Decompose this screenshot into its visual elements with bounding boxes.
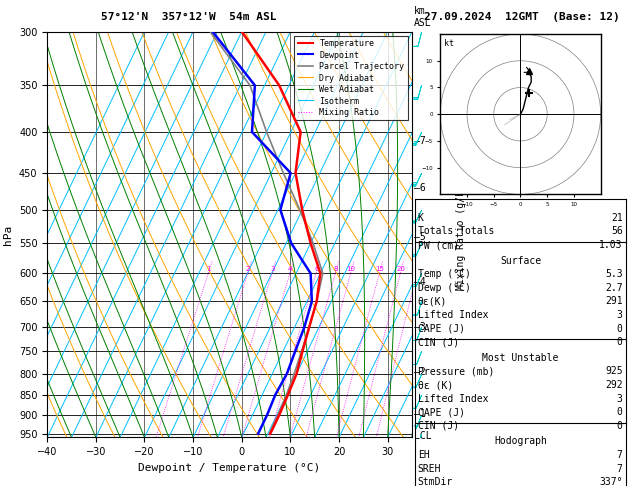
- Text: –2: –2: [414, 366, 426, 377]
- Text: –6: –6: [414, 183, 426, 193]
- Text: –1: –1: [414, 409, 426, 419]
- Text: Lifted Index: Lifted Index: [418, 310, 488, 320]
- Text: 5.3: 5.3: [605, 269, 623, 279]
- Text: 3: 3: [617, 310, 623, 320]
- Text: 21: 21: [611, 213, 623, 223]
- Text: –5: –5: [414, 232, 426, 242]
- Text: 15: 15: [376, 266, 384, 272]
- Text: km
ASL: km ASL: [414, 6, 431, 28]
- Legend: Temperature, Dewpoint, Parcel Trajectory, Dry Adiabat, Wet Adiabat, Isotherm, Mi: Temperature, Dewpoint, Parcel Trajectory…: [294, 36, 408, 121]
- X-axis label: Dewpoint / Temperature (°C): Dewpoint / Temperature (°C): [138, 463, 321, 473]
- Text: 1: 1: [206, 266, 211, 272]
- Text: 3: 3: [270, 266, 275, 272]
- Text: 27.09.2024  12GMT  (Base: 12): 27.09.2024 12GMT (Base: 12): [424, 12, 620, 22]
- Text: –3: –3: [414, 322, 426, 332]
- Text: Temp (°C): Temp (°C): [418, 269, 470, 279]
- Text: Totals Totals: Totals Totals: [418, 226, 494, 237]
- Text: 3: 3: [617, 394, 623, 404]
- Text: Dewp (°C): Dewp (°C): [418, 283, 470, 293]
- Text: 292: 292: [605, 380, 623, 390]
- Text: 57°12'N  357°12'W  54m ASL: 57°12'N 357°12'W 54m ASL: [101, 12, 277, 22]
- Text: 8: 8: [333, 266, 338, 272]
- Text: 0: 0: [617, 337, 623, 347]
- Text: 56: 56: [611, 226, 623, 237]
- Text: 0: 0: [617, 324, 623, 334]
- Text: PW (cm): PW (cm): [418, 240, 459, 250]
- Text: CAPE (J): CAPE (J): [418, 407, 465, 417]
- Text: Mixing Ratio (g/kg): Mixing Ratio (g/kg): [456, 179, 465, 290]
- Text: StmDir: StmDir: [418, 477, 453, 486]
- Text: 7: 7: [617, 464, 623, 474]
- Text: θε (K): θε (K): [418, 380, 453, 390]
- Text: 0: 0: [617, 407, 623, 417]
- Text: CIN (J): CIN (J): [418, 421, 459, 431]
- Text: 20: 20: [396, 266, 405, 272]
- Text: kt: kt: [443, 39, 454, 48]
- Text: θε(K): θε(K): [418, 296, 447, 307]
- Y-axis label: hPa: hPa: [3, 225, 13, 244]
- Text: 2: 2: [246, 266, 250, 272]
- Text: Surface: Surface: [500, 256, 541, 266]
- Text: –7: –7: [414, 136, 426, 146]
- Text: –4: –4: [414, 277, 426, 287]
- Text: Hodograph: Hodograph: [494, 436, 547, 447]
- Text: 7: 7: [617, 450, 623, 460]
- Text: Most Unstable: Most Unstable: [482, 353, 559, 363]
- Text: 291: 291: [605, 296, 623, 307]
- Text: 1.03: 1.03: [599, 240, 623, 250]
- Text: 4: 4: [288, 266, 292, 272]
- Text: EH: EH: [418, 450, 430, 460]
- Text: CIN (J): CIN (J): [418, 337, 459, 347]
- Text: 337°: 337°: [599, 477, 623, 486]
- Text: 925: 925: [605, 366, 623, 377]
- Text: 6: 6: [314, 266, 319, 272]
- Text: K: K: [418, 213, 423, 223]
- Text: SREH: SREH: [418, 464, 441, 474]
- Text: 2.7: 2.7: [605, 283, 623, 293]
- Text: Pressure (mb): Pressure (mb): [418, 366, 494, 377]
- Text: Lifted Index: Lifted Index: [418, 394, 488, 404]
- Text: 10: 10: [347, 266, 355, 272]
- Text: 0: 0: [617, 421, 623, 431]
- Text: LCL: LCL: [414, 431, 431, 441]
- Text: CAPE (J): CAPE (J): [418, 324, 465, 334]
